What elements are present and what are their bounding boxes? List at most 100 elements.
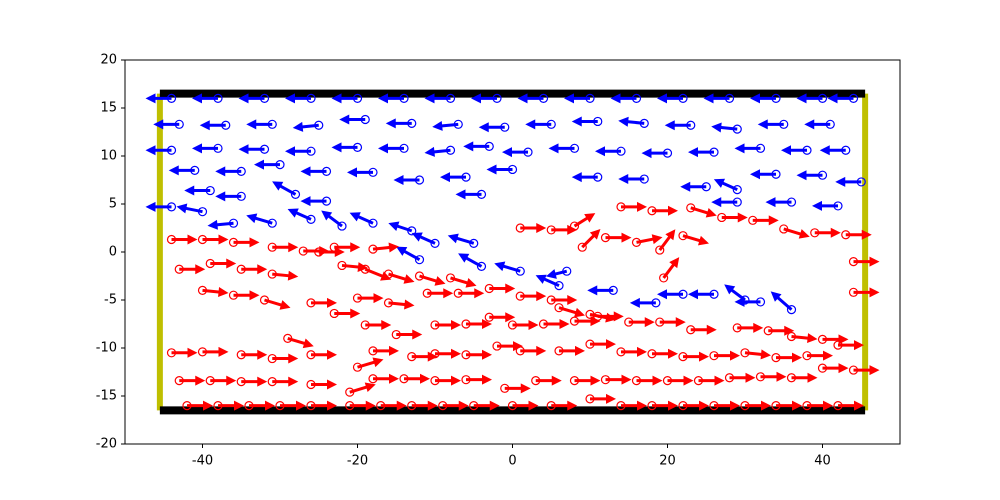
velocity-arrow — [595, 146, 621, 157]
velocity-arrow — [334, 308, 361, 319]
particle — [306, 214, 316, 224]
x-tick-label: 40 — [814, 454, 831, 469]
velocity-arrow — [711, 122, 738, 133]
velocity-arrow — [396, 246, 421, 261]
velocity-arrow — [300, 166, 327, 177]
x-tick-label: 0 — [508, 454, 516, 469]
velocity-arrow — [419, 274, 446, 286]
velocity-arrow — [300, 196, 327, 207]
velocity-arrow — [264, 298, 291, 310]
velocity-arrow — [737, 322, 764, 333]
velocity-arrow — [652, 205, 678, 216]
particle — [577, 242, 587, 252]
velocity-arrow — [683, 351, 709, 362]
velocity-arrow — [272, 376, 299, 387]
velocity-arrow — [721, 212, 748, 223]
velocity-arrow — [573, 213, 596, 228]
velocity-arrow — [241, 376, 268, 387]
velocity-arrow — [378, 93, 404, 104]
velocity-arrow — [683, 400, 709, 411]
velocity-arrow — [641, 148, 668, 159]
velocity-arrow — [559, 345, 585, 356]
velocity-arrow — [372, 242, 400, 253]
velocity-arrow — [171, 234, 198, 245]
velocity-arrow — [171, 347, 198, 358]
velocity-arrow — [272, 181, 297, 196]
velocity-arrow — [838, 340, 864, 351]
particle — [659, 273, 669, 283]
y-tick-label: 20 — [100, 53, 117, 68]
velocity-arrow — [292, 121, 319, 132]
velocity-arrow — [745, 400, 771, 411]
velocity-arrow — [334, 242, 361, 253]
velocity-arrow — [424, 146, 451, 157]
velocity-arrow — [458, 288, 485, 299]
velocity-arrow — [812, 200, 838, 211]
velocity-arrow — [819, 145, 846, 156]
velocity-arrow — [796, 93, 823, 104]
velocity-arrow — [489, 283, 516, 294]
velocity-arrow — [311, 297, 337, 308]
velocity-arrow — [520, 291, 547, 302]
velocity-arrow — [349, 400, 376, 411]
velocity-arrow — [690, 324, 717, 335]
velocity-arrow — [502, 147, 528, 158]
x-tick-label: -20 — [347, 454, 368, 469]
velocity-arrow — [145, 145, 172, 156]
velocity-arrow — [621, 201, 647, 212]
velocity-arrow — [504, 383, 531, 394]
y-tick-label: 10 — [100, 149, 117, 164]
velocity-arrow — [396, 329, 423, 340]
velocity-arrow — [512, 400, 539, 411]
velocity-arrow — [311, 379, 337, 390]
velocity-arrow — [238, 144, 265, 155]
velocity-arrow — [543, 319, 570, 329]
velocity-arrow — [424, 93, 451, 104]
velocity-arrow — [698, 375, 725, 386]
velocity-arrow — [605, 232, 632, 243]
velocity-arrow — [218, 400, 244, 411]
velocity-arrow — [494, 261, 521, 273]
velocity-arrow — [233, 290, 260, 301]
velocity-arrow — [373, 373, 399, 384]
velocity-arrow — [853, 287, 880, 298]
velocity-arrow — [525, 119, 552, 130]
velocity-arrow — [192, 143, 218, 154]
velocity-arrow — [574, 375, 601, 386]
velocity-arrow — [618, 174, 645, 185]
velocity-arrow — [246, 119, 273, 130]
velocity-arrow — [750, 93, 776, 104]
velocity-arrow — [463, 141, 490, 152]
velocity-arrow — [688, 147, 714, 158]
velocity-arrow — [750, 169, 776, 180]
velocity-arrow — [657, 93, 683, 104]
velocity-arrow — [658, 229, 676, 251]
velocity-arrow — [783, 227, 810, 239]
velocity-arrow — [364, 267, 392, 281]
velocity-arrow — [238, 93, 265, 104]
velocity-arrow — [466, 374, 492, 385]
velocity-arrow — [724, 284, 746, 302]
velocity-arrow — [636, 375, 663, 386]
velocity-arrow — [791, 372, 818, 383]
y-tick-label: -20 — [96, 437, 117, 452]
velocity-arrow — [199, 120, 226, 131]
velocity-arrow — [466, 319, 492, 329]
particle — [414, 255, 425, 265]
velocity-arrow — [272, 353, 299, 364]
velocity-arrow — [520, 223, 547, 233]
velocity-arrow — [411, 232, 436, 245]
velocity-arrow — [202, 234, 229, 245]
velocity-arrow — [153, 119, 180, 130]
particle — [554, 281, 564, 291]
velocity-arrow — [714, 350, 740, 361]
velocity-arrow — [478, 122, 505, 133]
velocity-arrow — [450, 276, 477, 288]
particle — [430, 238, 440, 248]
x-tick-label: 20 — [659, 454, 676, 469]
velocity-arrow — [458, 253, 483, 268]
y-tick-label: -10 — [96, 341, 117, 356]
velocity-arrow — [179, 375, 206, 386]
velocity-arrow — [760, 371, 787, 382]
velocity-arrow — [145, 93, 172, 104]
